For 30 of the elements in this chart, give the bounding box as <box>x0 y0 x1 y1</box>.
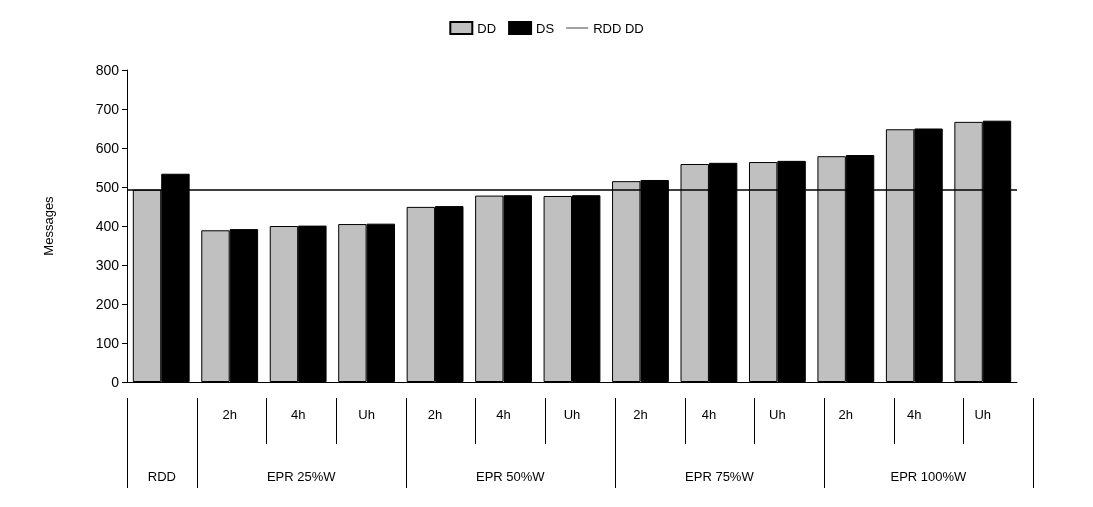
y-tick-label: 200 <box>95 296 120 312</box>
legend-label: DD <box>477 20 497 36</box>
x-tick-label: 2h <box>222 407 237 422</box>
x-tick-label: Uh <box>358 407 375 422</box>
x-tick-label: 2h <box>427 407 443 422</box>
x-tick-label: 4h <box>907 407 922 422</box>
x-tick-label: 2h <box>633 407 648 422</box>
y-tick-label: 400 <box>95 218 120 234</box>
legend-label: RDD DD <box>593 20 644 36</box>
x-tick-label: Uh <box>974 407 992 422</box>
y-tick-label: 700 <box>95 101 120 117</box>
x-tick-label: Uh <box>769 407 786 422</box>
y-tick-label: 300 <box>95 257 120 273</box>
text: EPR 25%W <box>266 468 337 484</box>
text: RDD <box>147 468 176 484</box>
x-tick-label: 4h <box>496 407 511 422</box>
x-tick-label: 4h <box>701 407 717 422</box>
y-axis-title: Messages <box>41 195 56 256</box>
x-tick-label: 4h <box>290 407 306 422</box>
text: EPR 50%W <box>475 468 546 484</box>
legend-label: DS <box>536 20 555 36</box>
y-tick-label: 600 <box>95 140 120 156</box>
text: EPR 75%W <box>685 468 755 484</box>
x-tick-label: 2h <box>838 407 854 422</box>
y-tick-label: 500 <box>95 179 120 195</box>
x-tick-label: Uh <box>563 407 581 422</box>
y-tick-label: 100 <box>95 335 120 351</box>
y-tick-label: 800 <box>95 62 120 78</box>
text: EPR 100%W <box>890 468 968 484</box>
y-tick-label: 0 <box>111 374 120 390</box>
